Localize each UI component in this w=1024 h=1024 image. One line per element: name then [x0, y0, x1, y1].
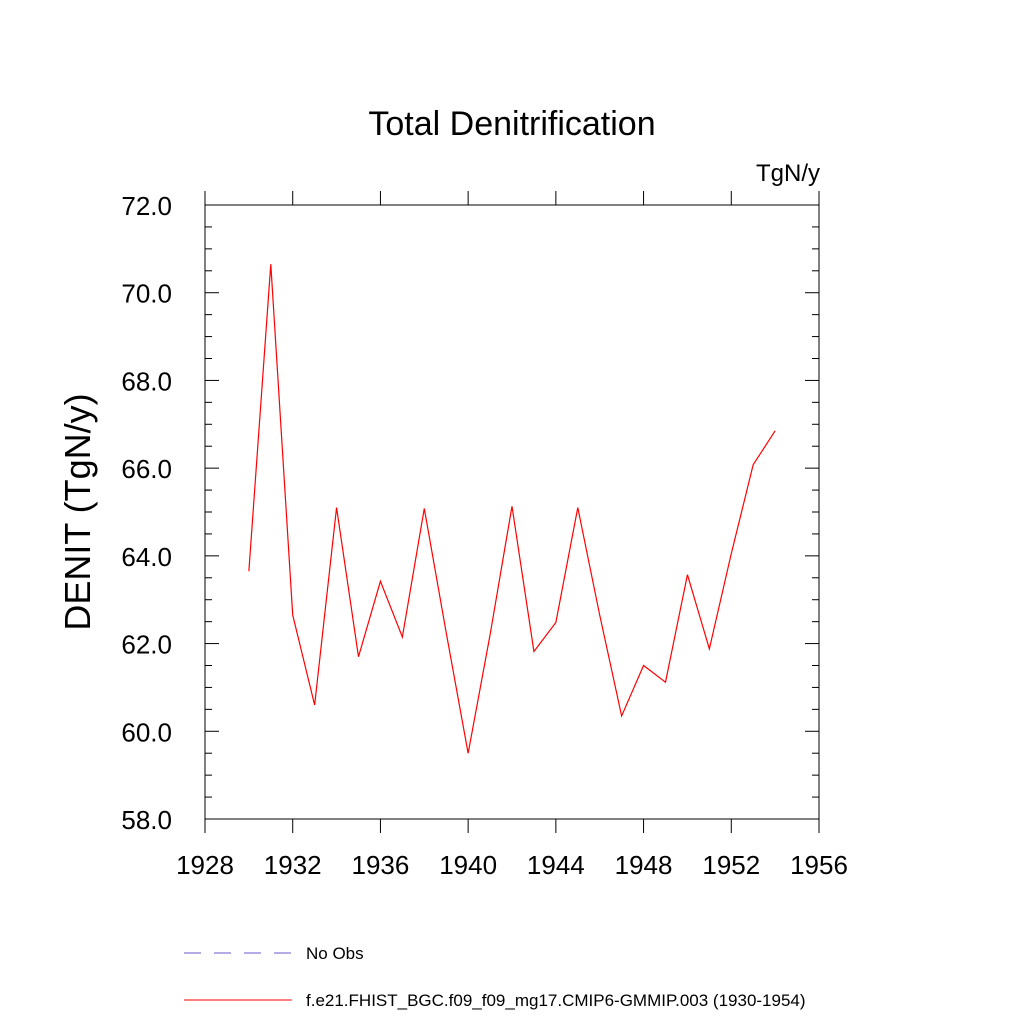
- y-tick-label: 60.0: [121, 717, 172, 747]
- legend: No Obs f.e21.FHIST_BGC.f09_f09_mg17.CMIP6…: [184, 944, 806, 1010]
- x-tick-label: 1952: [702, 850, 760, 880]
- plot-frame: [204, 204, 820, 820]
- x-tick-label: 1956: [790, 850, 848, 880]
- x-tick-label: 1940: [439, 850, 497, 880]
- chart-title: Total Denitrification: [368, 105, 655, 143]
- series-layer: [248, 264, 776, 754]
- y-tick-label: 70.0: [121, 279, 172, 309]
- x-tick-label: 1948: [615, 850, 673, 880]
- x-tick-label: 1944: [527, 850, 585, 880]
- series-line: [248, 264, 776, 754]
- legend-label: No Obs: [306, 944, 364, 963]
- y-tick-label: 64.0: [121, 542, 172, 572]
- units-label: TgN/y: [756, 160, 820, 187]
- y-tick-label: 62.0: [121, 630, 172, 660]
- y-tick-label: 58.0: [121, 805, 172, 835]
- legend-label: f.e21.FHIST_BGC.f09_f09_mg17.CMIP6-GMMIP…: [306, 991, 806, 1010]
- y-tick-label: 68.0: [121, 366, 172, 396]
- axis-ticks: [204, 191, 820, 833]
- axis-tick-labels: 58.0 60.0 62.0 64.0 66.0 68.0 70.0 72.0 1928 1932…: [121, 191, 848, 880]
- y-tick-label: 66.0: [121, 454, 172, 484]
- x-tick-label: 1936: [352, 850, 410, 880]
- x-tick-label: 1932: [264, 850, 322, 880]
- y-tick-label: 72.0: [121, 191, 172, 221]
- x-tick-label: 1928: [176, 850, 234, 880]
- y-axis-label: DENIT (TgN/y): [57, 393, 98, 630]
